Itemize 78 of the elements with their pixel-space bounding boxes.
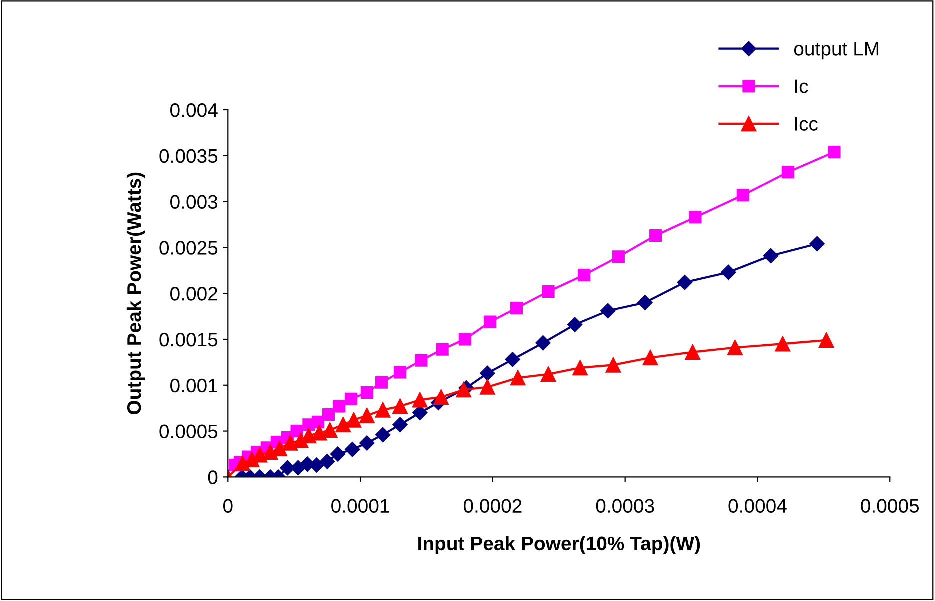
point xyxy=(456,382,472,398)
point xyxy=(542,286,555,298)
point xyxy=(540,366,556,382)
x-tick-label: 0.0003 xyxy=(596,499,654,514)
x-axis-title: Input Peak Power(10% Tap)(W) xyxy=(418,536,700,554)
point xyxy=(572,360,588,376)
point xyxy=(345,392,358,406)
point xyxy=(434,390,449,405)
y-tick-label: 0.003 xyxy=(170,195,218,210)
point xyxy=(689,211,702,224)
y-tick-label: 0.0035 xyxy=(160,149,218,164)
point xyxy=(412,392,428,408)
point xyxy=(458,333,472,346)
x-tick-label: 0 xyxy=(223,499,233,514)
point xyxy=(360,408,375,424)
y-tick-label: 0.004 xyxy=(170,103,218,118)
point xyxy=(392,417,408,432)
point xyxy=(336,417,351,433)
point xyxy=(282,436,298,451)
point xyxy=(510,370,526,386)
point xyxy=(600,303,616,319)
point xyxy=(810,236,825,252)
x-tick-label: 0.0002 xyxy=(464,499,522,514)
legend-label: Ic xyxy=(795,80,808,94)
point xyxy=(484,316,497,328)
x-tick-label: 0.0005 xyxy=(861,499,920,514)
point xyxy=(394,366,407,379)
x-tick-label: 0.0004 xyxy=(728,499,787,514)
point xyxy=(677,275,692,290)
y-tick-label: 0 xyxy=(208,470,218,484)
point xyxy=(312,416,324,428)
point xyxy=(510,302,524,315)
point xyxy=(480,380,496,395)
point xyxy=(536,336,551,351)
legend-label: output LM xyxy=(794,42,879,60)
y-tick-label: 0.0005 xyxy=(160,424,218,439)
y-tick-label: 0.002 xyxy=(170,287,218,301)
point xyxy=(480,366,496,382)
point xyxy=(685,344,700,360)
point xyxy=(763,248,779,264)
point xyxy=(728,340,743,356)
point xyxy=(345,442,360,458)
point xyxy=(346,412,362,428)
point xyxy=(818,332,834,348)
y-tick-label: 0.0025 xyxy=(160,241,218,255)
point xyxy=(320,454,336,470)
y-tick-label: 0.001 xyxy=(170,378,218,393)
point xyxy=(642,350,658,366)
point xyxy=(436,343,449,356)
point xyxy=(322,408,336,422)
point xyxy=(392,398,408,414)
point xyxy=(612,250,625,264)
point xyxy=(330,446,346,462)
point xyxy=(828,146,841,158)
point xyxy=(262,444,278,460)
point xyxy=(775,336,791,352)
point xyxy=(312,425,328,441)
point xyxy=(736,189,750,202)
point xyxy=(567,317,583,332)
point xyxy=(415,354,428,367)
point xyxy=(322,422,338,438)
x-tick-label: 0.0001 xyxy=(332,499,390,514)
legend-label: Icc xyxy=(795,117,818,131)
point xyxy=(721,264,736,280)
point xyxy=(375,402,391,418)
y-axis-title: Output Peak Power(Watts) xyxy=(126,172,146,414)
point xyxy=(360,436,375,451)
point xyxy=(375,376,388,389)
point xyxy=(375,427,391,443)
point xyxy=(333,400,346,413)
point xyxy=(638,295,653,310)
point xyxy=(505,352,520,368)
point xyxy=(782,166,794,179)
point xyxy=(360,386,374,399)
y-tick-label: 0.0015 xyxy=(160,332,218,347)
point xyxy=(650,230,662,242)
point xyxy=(606,358,622,373)
point xyxy=(578,268,591,282)
